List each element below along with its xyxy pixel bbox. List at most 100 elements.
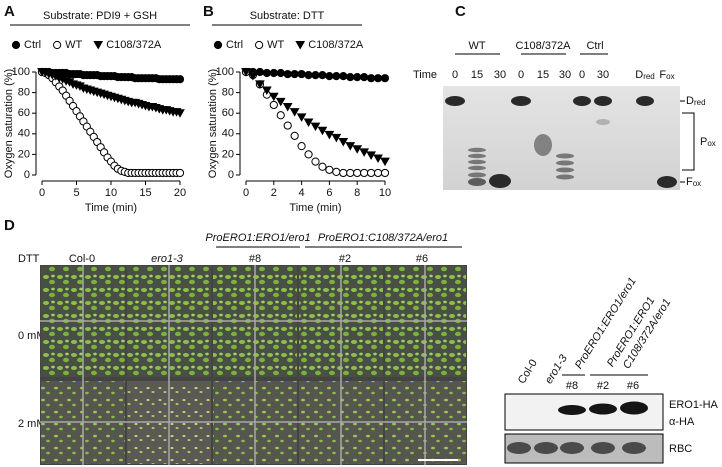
x-tick-label: 20 [174,187,186,199]
point [255,67,264,77]
x-tick-label: 5 [73,187,79,199]
x-tick-label: 10 [105,187,117,199]
point [345,142,356,151]
y-tick-label: 20 [18,148,30,160]
y-tick-label: 0 [228,169,234,181]
point [276,111,285,120]
blot-label: RBC [669,443,692,455]
x-tick-label: 2 [271,187,277,199]
point [290,69,299,79]
panel-label: D [4,217,15,234]
point [269,100,278,110]
legend-marker [295,41,306,50]
line-label: #6 [627,380,639,392]
point [318,162,327,171]
lane-label: 30 [597,69,609,81]
legend-marker [93,41,104,50]
lane-label: 15 [537,69,549,81]
point [373,168,383,178]
point [255,80,265,89]
y-tick-label: 80 [222,87,234,99]
lane-label: 0 [579,69,585,81]
x-tick-label: 0 [39,187,45,199]
y-tick-label: 40 [18,128,30,140]
band-sub: ox [693,179,701,188]
panel-label: A [4,3,15,20]
column-label: #2 [339,253,351,265]
point [248,72,258,81]
x-axis-label: Time (min) [85,202,137,214]
panel-d: D DTT ProERO1:ERO1/ero1 ProERO1:C108/372… [4,217,719,465]
y-tick-label: 60 [222,107,234,119]
point [339,72,348,81]
line-label: #8 [566,380,578,392]
column-label: #6 [416,253,428,265]
group-label: C108/372A [515,40,571,52]
blot-label: ERO1-HA [669,399,719,411]
point [325,72,334,81]
band-sub: ox [707,139,715,148]
chart-title: Substrate: DTT [250,10,325,22]
rbc-bands [507,442,646,454]
y-tick-label: 60 [18,107,30,119]
y-tick-label: 100 [216,66,234,78]
group-label: Ctrl [586,40,603,52]
legend-marker [11,40,21,50]
chart: A Substrate: PDI9 + GSH Ctrl WT C108/372A 0 20… [3,3,190,214]
point [373,154,383,164]
point [275,97,286,107]
point [283,69,292,79]
x-tick-label: 15 [139,187,151,199]
point [241,68,251,77]
band-sub: red [694,98,706,107]
point [289,108,300,117]
point [338,138,349,147]
lane-label: 15 [471,69,483,81]
point [304,150,313,159]
point [296,113,307,122]
band-main: P [700,136,707,148]
band-main: D [686,95,694,107]
point [346,168,355,178]
point [373,74,383,83]
point [380,157,390,167]
lane-label: 0 [452,69,458,81]
point [297,142,306,151]
point [318,70,327,80]
x-tick-label: 8 [354,187,360,199]
time-label: Time [413,69,437,81]
point [360,73,369,82]
point [346,73,355,82]
row-label: 0 mM [18,330,46,342]
point [353,73,362,82]
legend-label: WT [65,39,82,51]
gel-bands [445,96,677,188]
legend-label: Ctrl [226,39,243,51]
point [175,168,185,178]
band-label: Dred [686,95,706,107]
y-tick-label: 0 [24,169,30,181]
point [262,68,271,78]
panel-label: C [455,3,466,20]
point [304,70,313,80]
legend-label: C108/372A [106,39,162,51]
legend-marker [255,40,264,50]
group-label: ProERO1:ERO1/ero1 [205,232,310,244]
point [325,165,334,174]
std-sub: red [643,72,655,81]
point [175,75,185,84]
point [317,126,328,136]
point [359,148,370,157]
point [332,167,341,177]
point [311,157,320,166]
row-label: 2 mM [18,418,46,430]
y-tick-label: 20 [222,148,234,160]
standard-label: Fox [659,69,674,81]
x-tick-label: 6 [326,187,332,199]
point [380,74,390,83]
point [303,118,314,127]
dtt-label: DTT [18,253,40,265]
point [175,109,185,118]
